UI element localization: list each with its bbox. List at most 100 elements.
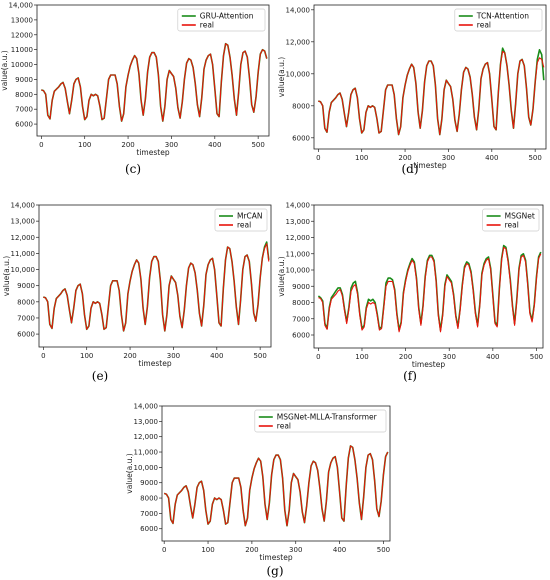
y-tick-label: 9000 (17, 282, 35, 290)
chart-panel-d: 6000 8000 10,000 12,000 14,000 0 100 200 300 400 5… (275, 0, 550, 170)
x-tick-label: 100 (355, 154, 368, 162)
x-axis-label: timestep (138, 359, 171, 368)
x-tick-label: 300 (289, 546, 302, 554)
panel-caption-d: (d) (401, 162, 419, 176)
y-axis-label: value(a.u.) (277, 57, 286, 98)
y-tick-label: 9000 (292, 283, 310, 291)
x-tick-label: 400 (208, 141, 221, 149)
y-tick-label: 6000 (292, 134, 310, 142)
y-tick-label: 10000 (11, 61, 33, 69)
x-axis-label: timestep (136, 148, 169, 157)
x-tick-label: 500 (530, 353, 543, 361)
y-tick-label: 11,000 (286, 250, 311, 258)
legend-entry: real (200, 21, 214, 30)
chart-panel-g: 6000 7000 8000 9000 10,000 11,000 12,000 13,000… (115, 400, 400, 565)
plot-frame (313, 4, 547, 150)
x-tick-label: 200 (121, 141, 134, 149)
series-group (317, 244, 542, 333)
y-tick-label: 14,000 (9, 2, 34, 10)
chart-svg-d: 6000 8000 10,000 12,000 14,000 0 100 200 300 400 5… (277, 4, 547, 170)
x-tick-label: 100 (78, 141, 91, 149)
chart-panel-c: 6000 7000 8000 9000 10000 11000 12000 13000 14,0… (0, 0, 275, 160)
y-tick-label: 14,000 (11, 202, 36, 210)
y-tick-label: 12,000 (134, 433, 159, 441)
y-tick-label: 6000 (17, 331, 35, 339)
y-tick-label: 12000 (11, 31, 33, 39)
y-tick-label: 7000 (140, 510, 158, 518)
x-tick-label: 100 (201, 546, 214, 554)
y-tick-label: 12,000 (11, 234, 36, 242)
x-tick-label: 0 (316, 154, 320, 162)
y-tick-label: 11000 (11, 46, 33, 54)
chart-svg-e: 6000 7000 8000 9000 10,000 11,000 12,000 13,000… (2, 202, 272, 368)
y-tick-label: 11,000 (134, 449, 159, 457)
plot-frame (313, 204, 544, 349)
x-tick-label: 100 (355, 353, 368, 361)
x-axis-label: timestep (413, 161, 446, 170)
x-tick-label: 500 (377, 546, 390, 554)
y-tick-label: 9000 (15, 76, 33, 84)
y-tick-label: 6000 (15, 121, 33, 129)
y-tick-label: 13,000 (134, 418, 159, 426)
x-tick-label: 0 (162, 546, 166, 554)
x-tick-label: 500 (253, 352, 266, 360)
x-tick-label: 0 (316, 353, 320, 361)
y-tick-label: 10,000 (286, 70, 311, 78)
y-tick-label: 7000 (17, 314, 35, 322)
y-tick-label: 6000 (140, 525, 158, 533)
x-tick-label: 200 (245, 546, 258, 554)
chart-svg-f: 6000 7000 8000 9000 10,000 11,000 12,000 13,000… (277, 202, 544, 369)
chart-svg-c: 6000 7000 8000 9000 10000 11000 12000 13000 14,0… (0, 2, 270, 157)
x-tick-label: 200 (398, 154, 411, 162)
legend-box (454, 8, 543, 32)
series-group (41, 42, 268, 122)
y-tick-label: 10,000 (134, 464, 159, 472)
y-tick-label: 14,000 (286, 202, 311, 210)
y-tick-label: 13,000 (11, 218, 36, 226)
x-tick-label: 200 (123, 352, 136, 360)
legend-entry: MSGNet-MLLA-Transformer (277, 413, 378, 422)
legend-entry: MrCAN (237, 212, 263, 221)
plot-frame (36, 4, 270, 137)
x-tick-label: 300 (443, 353, 456, 361)
real-series-line (43, 243, 270, 332)
x-axis-label: timestep (412, 360, 445, 369)
chart-panel-e: 6000 7000 8000 9000 10,000 11,000 12,000 13,000… (0, 200, 275, 368)
legend-entry: real (505, 221, 519, 230)
real-series-line (318, 50, 545, 136)
y-axis-label: value(a.u.) (125, 453, 134, 494)
real-series-line (164, 445, 389, 527)
y-tick-label: 9000 (140, 479, 158, 487)
y-tick-label: 12,000 (286, 234, 311, 242)
panel-caption-c: (c) (124, 162, 142, 176)
real-series-line (41, 43, 268, 122)
x-tick-label: 200 (399, 353, 412, 361)
y-tick-label: 14,000 (286, 6, 311, 14)
y-tick-label: 8000 (292, 299, 310, 307)
x-tick-label: 500 (528, 154, 541, 162)
x-tick-label: 0 (39, 141, 43, 149)
x-tick-label: 300 (442, 154, 455, 162)
legend-entry: real (477, 21, 491, 30)
plot-frame (161, 405, 391, 542)
y-tick-label: 8000 (15, 91, 33, 99)
x-tick-label: 300 (167, 352, 180, 360)
chart-svg-g: 6000 7000 8000 9000 10,000 11,000 12,000 13,000… (125, 403, 391, 562)
x-tick-label: 400 (333, 546, 346, 554)
y-tick-label: 11,000 (11, 250, 36, 258)
x-tick-label: 400 (210, 352, 223, 360)
y-tick-label: 8000 (140, 495, 158, 503)
y-tick-label: 8000 (292, 102, 310, 110)
y-axis-label: value(a.u.) (0, 50, 9, 91)
legend-entry: GRU-Attention (200, 12, 254, 21)
legend-entry: TCN-Attention (476, 12, 529, 21)
y-tick-label: 7000 (292, 315, 310, 323)
y-tick-label: 10,000 (286, 267, 311, 275)
series-group (163, 445, 389, 527)
legend-entry: MSGNet (505, 212, 535, 221)
y-tick-label: 13,000 (286, 218, 311, 226)
model-series-line (317, 244, 542, 331)
panel-caption-g: (g) (266, 564, 284, 578)
x-tick-label: 0 (41, 352, 45, 360)
panel-caption-e: (e) (91, 369, 109, 383)
